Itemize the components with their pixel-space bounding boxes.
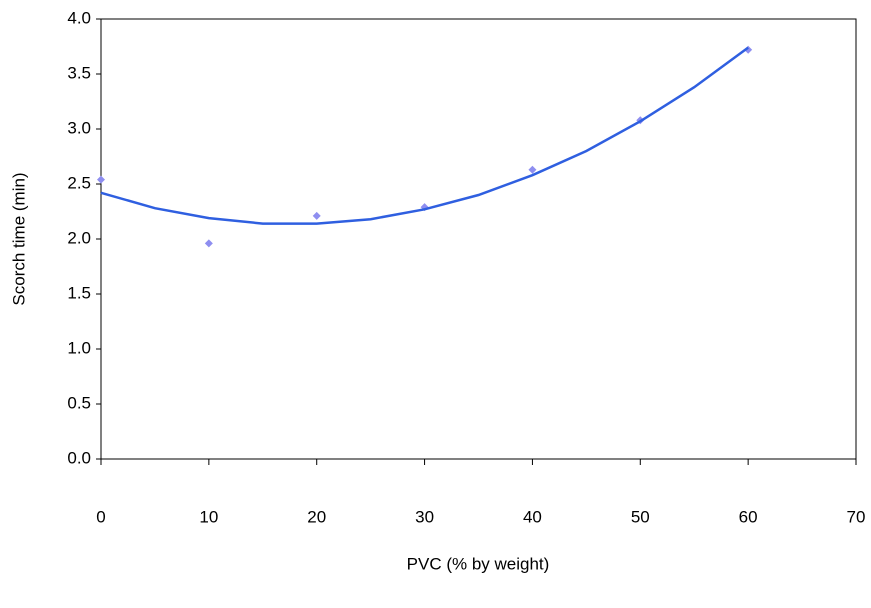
x-tick-label: 60 xyxy=(739,507,758,526)
x-tick-label: 10 xyxy=(199,507,218,526)
y-tick-label: 2.0 xyxy=(67,228,91,247)
plot-frame xyxy=(101,19,856,459)
x-axis-label: PVC (% by weight) xyxy=(407,554,550,573)
y-tick-label: 0.0 xyxy=(67,448,91,467)
y-tick-label: 3.0 xyxy=(67,118,91,137)
y-tick-label: 4.0 xyxy=(67,8,91,27)
x-tick-label: 30 xyxy=(415,507,434,526)
y-tick-label: 1.5 xyxy=(67,283,91,302)
chart: PVC (% by weight) Scorch time (min) 0.0 0… xyxy=(0,0,871,608)
y-tick-label: 3.5 xyxy=(67,63,91,82)
y-tick-label: 0.5 xyxy=(67,393,91,412)
data-point xyxy=(528,166,536,174)
trend-line xyxy=(101,48,748,224)
x-tick-label: 20 xyxy=(307,507,326,526)
y-axis-label: Scorch time (min) xyxy=(9,172,28,305)
x-tick-label: 50 xyxy=(631,507,650,526)
data-point xyxy=(97,176,105,184)
x-tick-label: 0 xyxy=(96,507,105,526)
x-tick-label: 70 xyxy=(847,507,866,526)
y-tick-label: 2.5 xyxy=(67,173,91,192)
y-tick-label: 1.0 xyxy=(67,338,91,357)
x-tick-label: 40 xyxy=(523,507,542,526)
data-point xyxy=(313,212,321,220)
data-point xyxy=(205,239,213,247)
